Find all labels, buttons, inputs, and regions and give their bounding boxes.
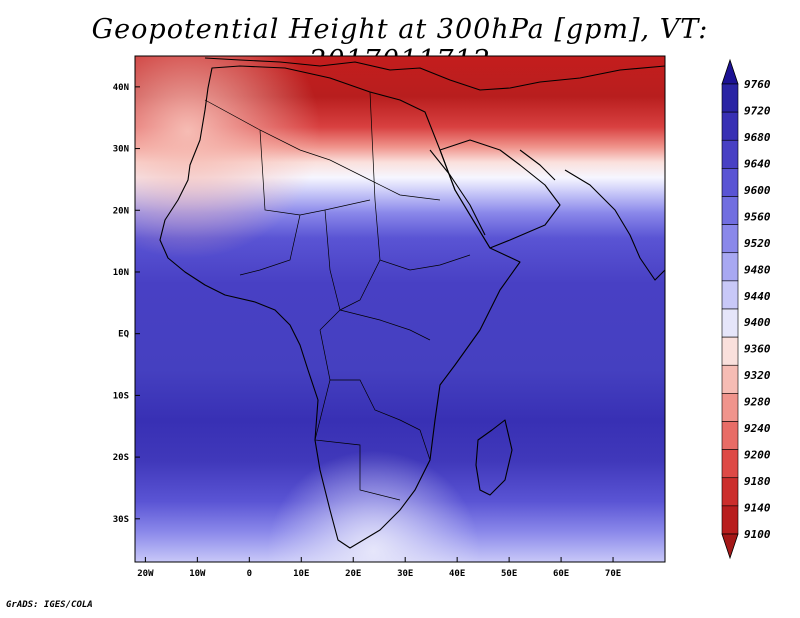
madagascar (475, 419, 513, 496)
colorbar-band (721, 505, 739, 535)
colorbar-band (721, 224, 739, 254)
longitude-axis: 20W 10W 0 10E 20E 30E 40E 50E 60E 70E (137, 557, 621, 579)
lon-label: 20E (345, 569, 361, 579)
lon-label: 60E (553, 569, 569, 579)
lon-label: 40E (449, 569, 465, 579)
colorbar-band (721, 196, 739, 225)
colorbar-level-label: 9520 (744, 237, 771, 250)
country-borders (204, 91, 471, 501)
lat-label: 30N (113, 145, 129, 155)
colorbar-level-label: 9280 (744, 396, 771, 409)
lat-label: 40N (113, 83, 129, 93)
lat-label: 10N (113, 268, 129, 278)
colorbar-level-label: 9320 (744, 369, 771, 382)
colorbar-level-label: 9240 (744, 422, 771, 435)
colorbar: 9760 9720 9680 9640 9600 9560 9520 9480 9440 9400… (721, 58, 771, 560)
india-coast (564, 169, 665, 281)
colorbar-band (721, 308, 739, 338)
lon-label: 10W (189, 569, 206, 579)
colorbar-band (721, 449, 739, 479)
colorbar-level-label: 9640 (744, 157, 771, 170)
lat-label: 30S (113, 515, 129, 525)
colorbar-level-label: 9440 (744, 290, 771, 303)
colorbar-level-label: 9720 (744, 104, 771, 117)
colorbar-level-label: 9100 (744, 528, 771, 541)
europe-coast (204, 57, 665, 91)
colorbar-level-label: 9140 (744, 502, 771, 515)
lon-label: 70E (605, 569, 621, 579)
lon-label: 30E (397, 569, 413, 579)
lon-label: 20W (137, 569, 154, 579)
colorbar-band (721, 168, 739, 197)
colorbar-band (721, 393, 739, 422)
red-sea (429, 149, 486, 236)
colorbar-level-label: 9360 (744, 343, 771, 356)
colorbar-level-label: 9400 (744, 316, 771, 329)
colorbar-band (721, 364, 739, 394)
colorbar-top-arrow (721, 58, 739, 85)
colorbar-band (721, 139, 739, 169)
colorbar-level-label: 9560 (744, 210, 771, 223)
lon-label: 0 (247, 569, 252, 579)
colorbar-bottom-arrow (721, 533, 739, 560)
colorbar-level-label: 9200 (744, 449, 771, 462)
colorbar-labels: 9760 9720 9680 9640 9600 9560 9520 9480 9440 9400… (744, 78, 771, 541)
map-panel (134, 55, 666, 563)
arabian-peninsula (439, 139, 561, 249)
colorbar-band (721, 421, 739, 450)
colorbar-level-label: 9680 (744, 131, 771, 144)
map-frame (134, 55, 666, 563)
grads-credit: GrADS: IGES/COLA (6, 600, 93, 610)
colorbar-level-label: 9600 (744, 184, 771, 197)
lat-label: 20N (113, 206, 129, 216)
lon-label: 50E (501, 569, 517, 579)
colorbar-level-label: 9180 (744, 475, 771, 488)
colorbar-band (721, 252, 739, 282)
southern-shading (135, 56, 665, 562)
colorbar-level-label: 9480 (744, 263, 771, 276)
colorbar-band (721, 336, 739, 366)
colorbar-band (721, 477, 739, 507)
colorbar-band (721, 280, 739, 310)
persian-gulf (519, 149, 556, 181)
colorbar-band (721, 111, 739, 141)
lat-label: 10S (113, 391, 129, 401)
latitude-axis: 40N 30N 20N 10N EQ 10S 20S 30S (113, 83, 140, 525)
lat-label: 20S (113, 453, 129, 463)
lat-label: EQ (118, 330, 129, 340)
colorbar-band (721, 83, 739, 113)
lon-label: 10E (293, 569, 309, 579)
colorbar-level-label: 9760 (744, 78, 771, 91)
colorbar-bands (721, 83, 739, 535)
